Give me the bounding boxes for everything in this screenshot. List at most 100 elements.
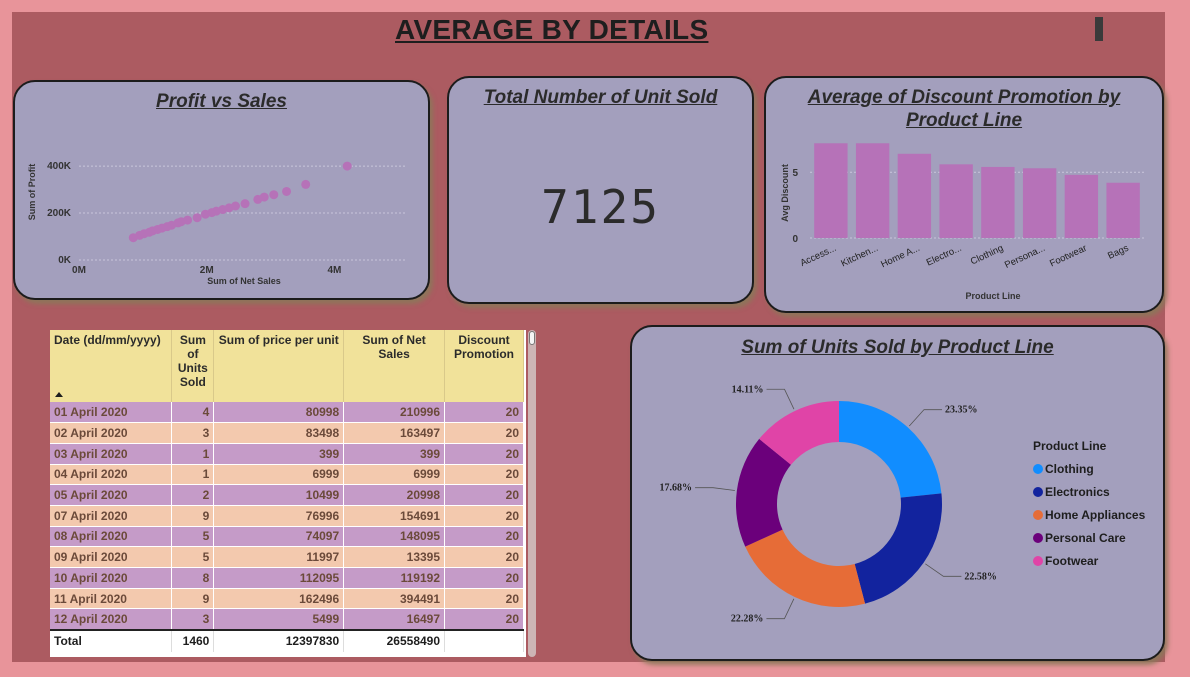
total-units-card[interactable]: Total Number of Unit Sold 7125 [447, 76, 754, 304]
sort-ascending-icon[interactable] [55, 392, 63, 397]
bar[interactable] [939, 164, 973, 238]
donut-slice[interactable] [839, 401, 942, 498]
total-price: 12397830 [213, 628, 345, 652]
table-scrollbar[interactable] [528, 330, 536, 657]
scatter-point[interactable] [192, 213, 202, 223]
scatter-point[interactable] [269, 190, 279, 200]
bar[interactable] [1022, 168, 1057, 238]
cell-sales: 394491 [343, 588, 446, 610]
cell-price: 76996 [213, 505, 345, 527]
scatter-y-tick: 200K [47, 208, 72, 219]
bar[interactable] [981, 166, 1015, 238]
cell-date: 08 April 2020 [50, 526, 173, 548]
table-row[interactable]: 08 April 2020 5 74097 148095 20 [50, 526, 524, 548]
col-header-discount[interactable]: Discount Promotion [444, 330, 524, 402]
bar[interactable] [1106, 182, 1140, 238]
legend-label: Footwear [1045, 553, 1099, 568]
bar-chart[interactable]: Access... Kitchen... Home A... Electro... Cl… [766, 78, 1164, 313]
scatter-chart[interactable]: 0M 2M 4M 0K 200K 400K Sum of Net Sales Sum o… [15, 82, 430, 300]
donut-title: Sum of Units Sold by Product Line [741, 337, 1054, 358]
donut-slice[interactable] [854, 493, 942, 604]
scatter-point[interactable] [301, 179, 311, 189]
col-header-price[interactable]: Sum of price per unit [213, 330, 345, 402]
table-row[interactable]: 03 April 2020 1 399 399 20 [50, 443, 524, 465]
cell-discount: 20 [444, 484, 524, 506]
cell-discount: 20 [444, 608, 524, 631]
cell-sales: 6999 [343, 464, 446, 486]
cell-discount: 20 [444, 464, 524, 486]
scatter-x-tick: 2M [200, 265, 214, 276]
scrollbar-thumb[interactable] [529, 331, 535, 345]
total-units: 1460 [171, 628, 215, 652]
bar-x-tick: Clothing [969, 243, 1005, 268]
scatter-point[interactable] [342, 161, 352, 171]
scatter-x-label: Sum of Net Sales [207, 276, 281, 286]
scatter-point[interactable] [240, 199, 250, 209]
table-row[interactable]: 07 April 2020 9 76996 154691 20 [50, 505, 524, 527]
cell-price: 6999 [213, 464, 345, 486]
cell-discount: 20 [444, 422, 524, 444]
donut-slice[interactable] [736, 438, 791, 547]
legend-item[interactable]: Home Appliances [1033, 503, 1145, 526]
scatter-x-tick: 4M [328, 265, 342, 276]
legend-item[interactable]: Electronics [1033, 480, 1145, 503]
table-row[interactable]: 12 April 2020 3 5499 16497 20 [50, 608, 524, 631]
col-header-sales[interactable]: Sum of Net Sales [343, 330, 446, 402]
profit-vs-sales-card[interactable]: Profit vs Sales 0M 2M 4M 0K 200K 400K Sum of… [13, 80, 430, 300]
donut-leader-line [925, 563, 962, 577]
cell-discount: 20 [444, 526, 524, 548]
donut-slice[interactable] [759, 401, 839, 465]
legend-dot-icon [1033, 555, 1043, 566]
table-row[interactable]: 11 April 2020 9 162496 394491 20 [50, 588, 524, 610]
cell-date: 10 April 2020 [50, 567, 173, 589]
kpi-title: Total Number of Unit Sold [483, 87, 718, 108]
scatter-point[interactable] [183, 215, 193, 225]
bar-x-tick: Electro... [925, 243, 964, 269]
bar[interactable] [814, 143, 848, 238]
cell-date: 03 April 2020 [50, 443, 173, 465]
donut-chart[interactable]: 23.35% 22.58% 22.28% 17.68% 14.11% [632, 357, 1032, 657]
table-row[interactable]: 05 April 2020 2 10499 20998 20 [50, 484, 524, 506]
cell-sales: 148095 [343, 526, 446, 548]
cell-price: 74097 [213, 526, 345, 548]
donut-data-label: 22.28% [731, 614, 764, 625]
scatter-point[interactable] [230, 201, 240, 211]
cell-discount: 20 [444, 443, 524, 465]
bar-title-line1: Average of Discount Promotion by [807, 87, 1121, 108]
col-header-units[interactable]: Sum of Units Sold [171, 330, 215, 402]
total-label: Total [50, 628, 173, 652]
cell-date: 11 April 2020 [50, 588, 173, 610]
legend-item[interactable]: Clothing [1033, 457, 1145, 480]
cell-units: 4 [171, 402, 215, 424]
col-header-date[interactable]: Date (dd/mm/yyyy) [50, 330, 173, 402]
total-sales: 26558490 [343, 628, 446, 652]
cell-discount: 20 [444, 546, 524, 568]
bar-x-tick: Persona... [1003, 243, 1047, 271]
scatter-point[interactable] [282, 186, 292, 196]
cell-date: 02 April 2020 [50, 422, 173, 444]
table-row[interactable]: 10 April 2020 8 112095 119192 20 [50, 567, 524, 589]
table-row[interactable]: 09 April 2020 5 11997 13395 20 [50, 546, 524, 568]
table-row[interactable]: 01 April 2020 4 80998 210996 20 [50, 402, 524, 424]
cell-units: 3 [171, 608, 215, 631]
donut-slice[interactable] [745, 529, 866, 607]
cell-units: 1 [171, 464, 215, 486]
scatter-point[interactable] [259, 192, 269, 202]
bar-x-label: Product Line [965, 291, 1020, 301]
donut-leader-line [766, 598, 795, 620]
table-row[interactable]: 02 April 2020 3 83498 163497 20 [50, 422, 524, 444]
scatter-y-tick: 400K [47, 161, 72, 172]
discount-by-product-card[interactable]: Average of Discount Promotion by Product… [764, 76, 1164, 313]
table-row[interactable]: 04 April 2020 1 6999 6999 20 [50, 464, 524, 486]
cell-units: 2 [171, 484, 215, 506]
units-by-product-card[interactable]: Sum of Units Sold by Product Line 23.35%… [630, 325, 1165, 661]
details-table[interactable]: Date (dd/mm/yyyy) Sum of Units Sold Sum … [50, 330, 526, 657]
bar-x-tick: Bags [1106, 243, 1131, 262]
legend-item[interactable]: Personal Care [1033, 526, 1145, 549]
bar[interactable] [1064, 174, 1099, 238]
donut-leader-line [909, 409, 943, 427]
bar[interactable] [855, 143, 890, 238]
legend-item[interactable]: Footwear [1033, 549, 1145, 572]
bar[interactable] [897, 153, 932, 238]
donut-leader-line [695, 487, 735, 491]
